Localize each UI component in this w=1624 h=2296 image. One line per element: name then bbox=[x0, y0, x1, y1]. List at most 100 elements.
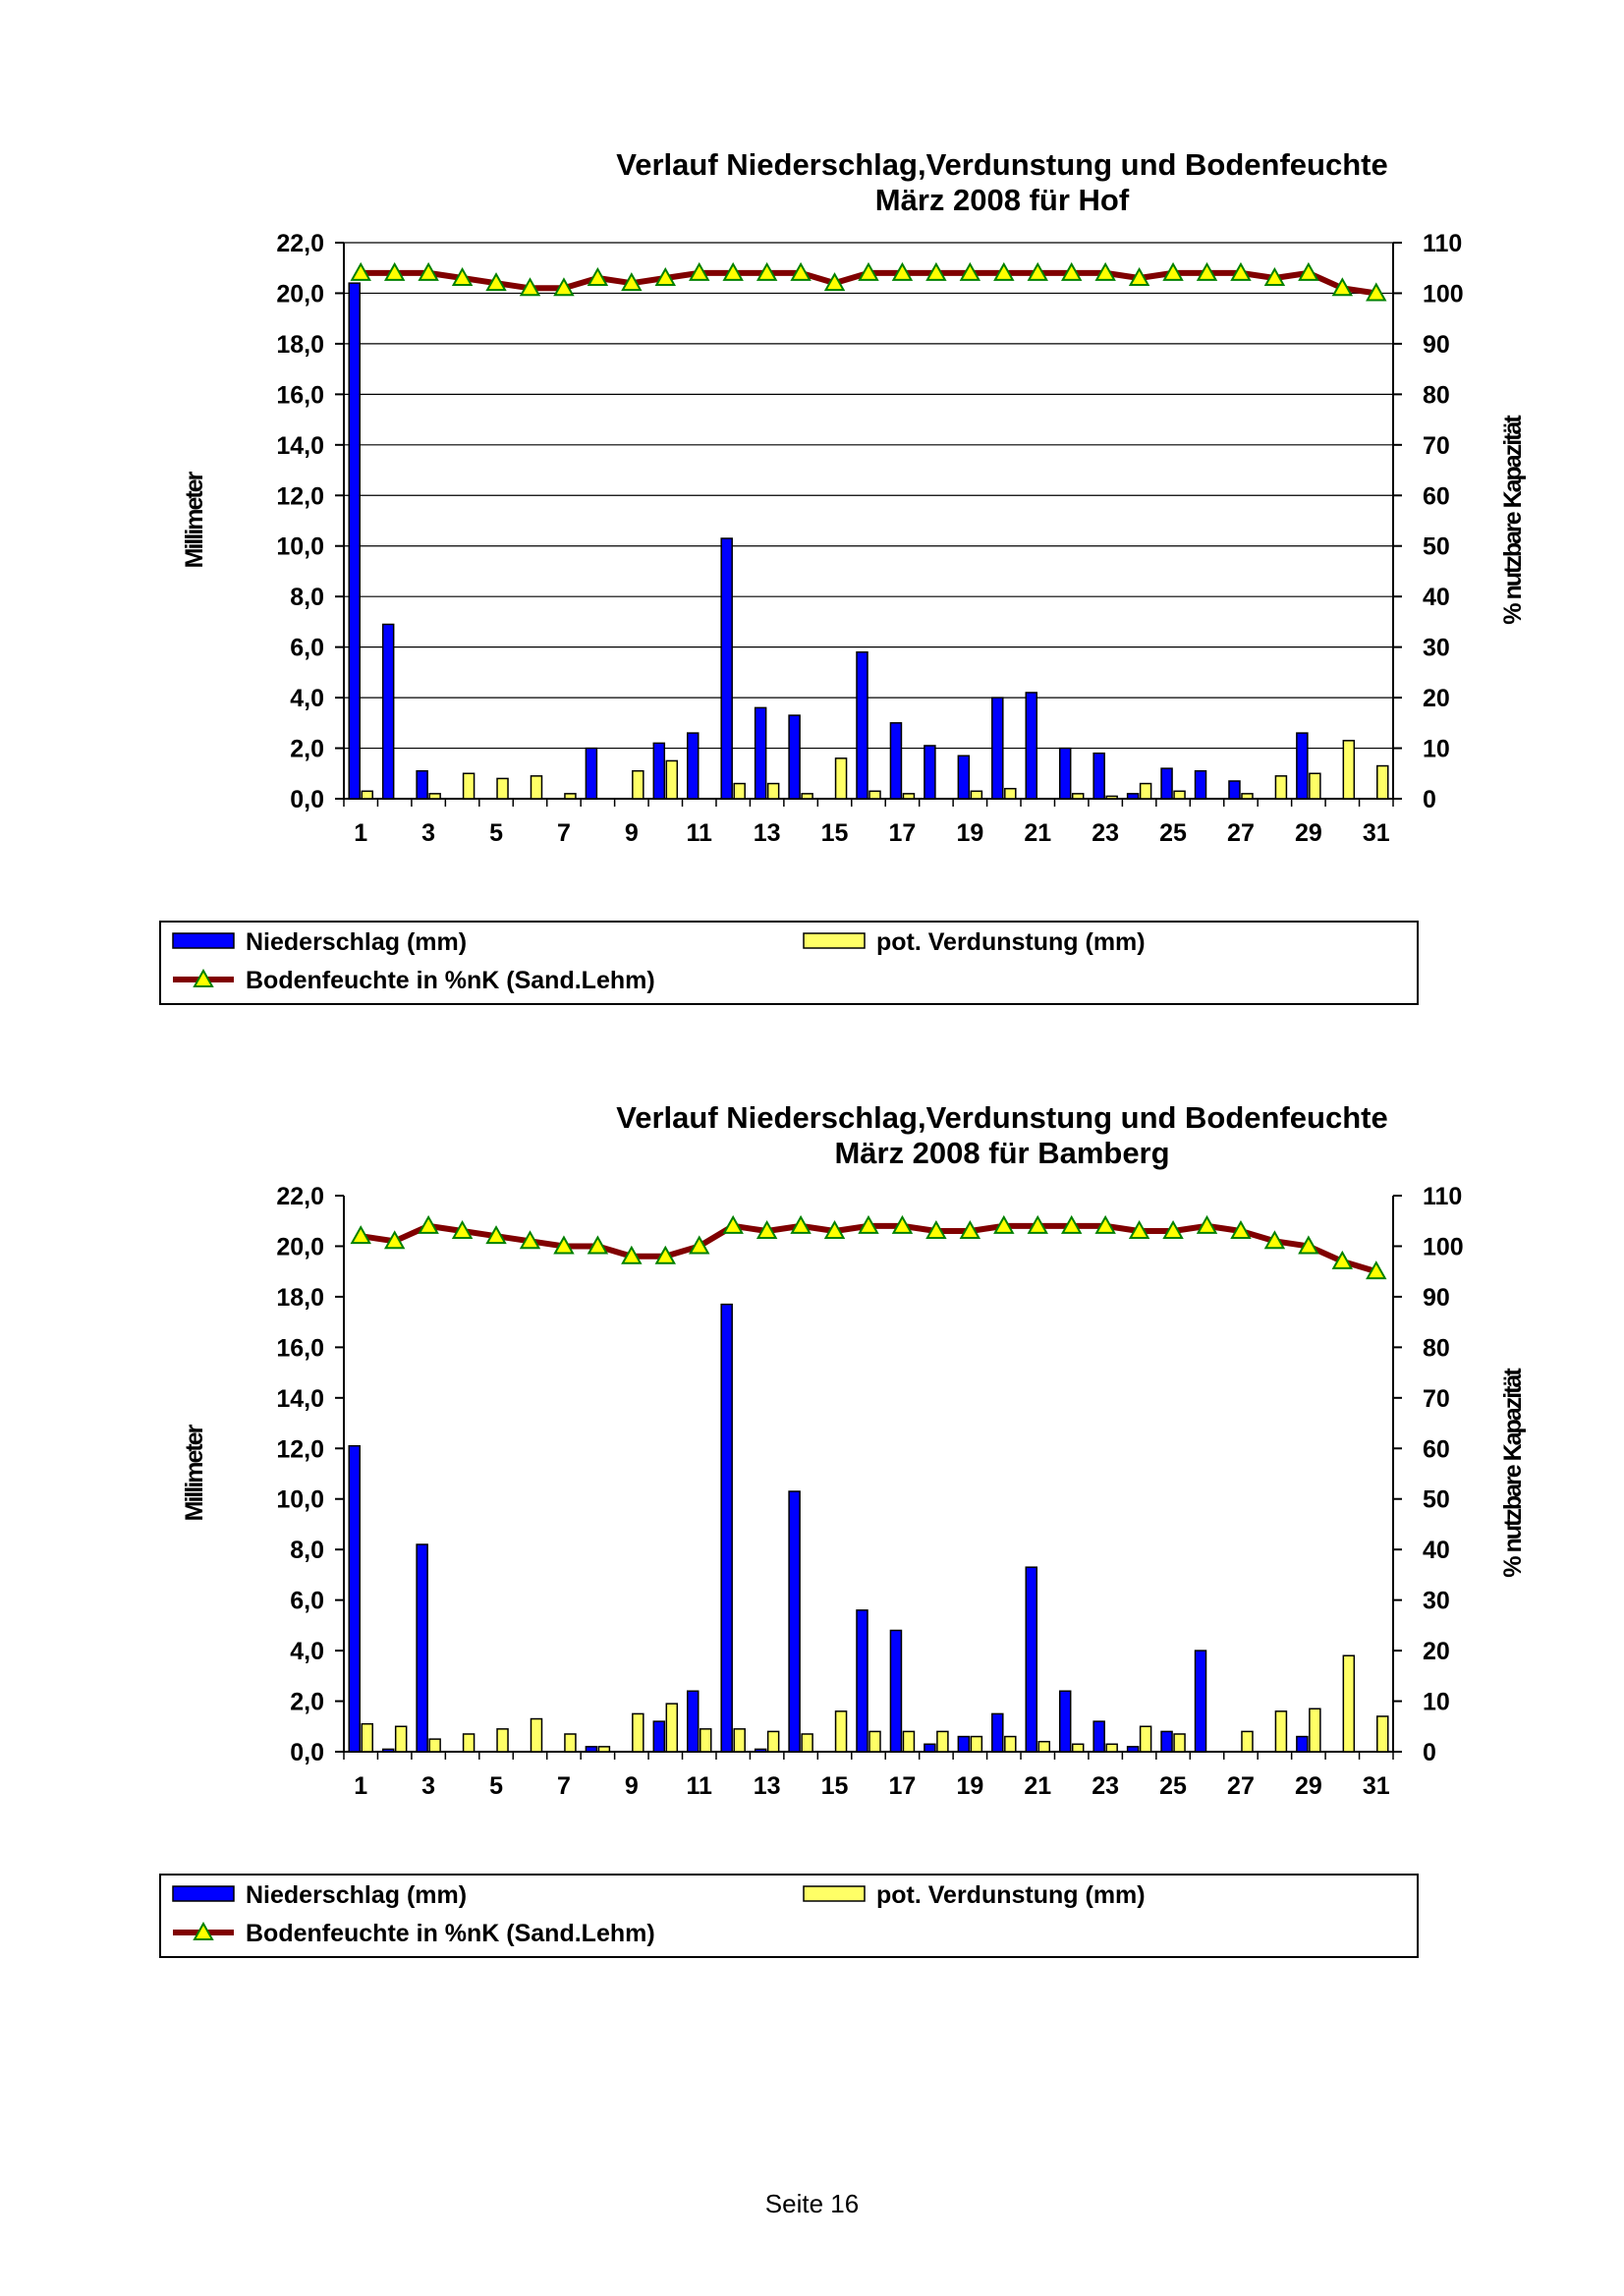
bar-niederschlag bbox=[889, 722, 903, 800]
bar-verdunstung bbox=[1071, 1743, 1085, 1753]
bar-niederschlag bbox=[754, 1748, 767, 1753]
point-bodenfeuchte bbox=[587, 266, 609, 287]
bar-niederschlag bbox=[1194, 1650, 1207, 1753]
y-right-tick-label: 50 bbox=[1423, 533, 1450, 561]
point-bodenfeuchte bbox=[1298, 261, 1319, 281]
y-tick-label: 8,0 bbox=[290, 584, 324, 611]
point-bodenfeuchte bbox=[722, 1214, 744, 1234]
legend-label-verdunstung: pot. Verdunstung (mm) bbox=[876, 928, 1146, 956]
point-bodenfeuchte bbox=[451, 266, 474, 287]
x-tick-label: 1 bbox=[354, 819, 367, 847]
bar-niederschlag bbox=[720, 1303, 733, 1753]
legend-box bbox=[159, 1874, 1419, 1958]
bar-niederschlag bbox=[1025, 1566, 1038, 1753]
point-bodenfeuchte bbox=[722, 261, 744, 281]
bar-verdunstung bbox=[699, 1728, 712, 1753]
point-bodenfeuchte bbox=[1162, 1219, 1184, 1240]
x-tick-label: 25 bbox=[1159, 819, 1187, 847]
bar-verdunstung bbox=[902, 1730, 916, 1753]
bar-niederschlag bbox=[381, 1748, 395, 1753]
y-axis-title: Millimeter bbox=[181, 1424, 208, 1521]
y-tick-label: 18,0 bbox=[276, 331, 324, 359]
bar-verdunstung bbox=[801, 1733, 813, 1753]
point-bodenfeuchte bbox=[689, 1235, 710, 1255]
bar-verdunstung bbox=[834, 1710, 848, 1753]
bar-verdunstung bbox=[462, 772, 476, 800]
point-bodenfeuchte bbox=[553, 277, 575, 297]
point-bodenfeuchte bbox=[1027, 1214, 1048, 1234]
y-right-tick-label: 90 bbox=[1423, 1284, 1450, 1312]
bar-niederschlag bbox=[1058, 747, 1072, 800]
x-tick-label: 19 bbox=[956, 1772, 983, 1800]
y-right-tick-label: 100 bbox=[1423, 1233, 1464, 1260]
point-bodenfeuchte bbox=[654, 1245, 677, 1264]
x-tick-label: 3 bbox=[421, 819, 435, 847]
bar-verdunstung bbox=[1342, 1654, 1356, 1753]
bar-verdunstung bbox=[564, 793, 577, 800]
x-tick-label: 1 bbox=[354, 1772, 367, 1800]
point-bodenfeuchte bbox=[1162, 261, 1184, 281]
point-bodenfeuchte bbox=[1263, 1230, 1286, 1250]
x-tick-label: 9 bbox=[625, 819, 639, 847]
bar-verdunstung bbox=[1004, 787, 1017, 800]
x-tick-label: 27 bbox=[1227, 819, 1255, 847]
bar-verdunstung bbox=[1342, 740, 1356, 800]
legend-swatch-niederschlag bbox=[172, 932, 235, 949]
y-tick-label: 0,0 bbox=[290, 1739, 324, 1766]
bar-verdunstung bbox=[834, 757, 848, 800]
x-tick-label: 23 bbox=[1092, 819, 1119, 847]
x-tick-label: 13 bbox=[754, 819, 781, 847]
point-bodenfeuchte bbox=[1230, 1219, 1252, 1240]
point-bodenfeuchte bbox=[418, 261, 439, 281]
x-tick-label: 9 bbox=[625, 1772, 639, 1800]
legend-label-bodenfeuchte: Bodenfeuchte in %nK (Sand.Lehm) bbox=[246, 967, 655, 994]
bar-verdunstung bbox=[766, 782, 780, 800]
bar-verdunstung bbox=[496, 777, 509, 800]
y-tick-label: 10,0 bbox=[276, 1486, 324, 1514]
bar-verdunstung bbox=[801, 793, 813, 800]
bar-niederschlag bbox=[652, 1720, 666, 1753]
point-bodenfeuchte bbox=[485, 1225, 507, 1245]
x-tick-label: 7 bbox=[557, 1772, 571, 1800]
page-footer: Seite 16 bbox=[764, 2189, 860, 2218]
point-bodenfeuchte bbox=[519, 277, 541, 297]
bar-niederschlag bbox=[991, 697, 1004, 800]
x-tick-label: 11 bbox=[687, 1772, 713, 1800]
bar-verdunstung bbox=[665, 759, 679, 800]
point-bodenfeuchte bbox=[1027, 261, 1048, 281]
point-bodenfeuchte bbox=[418, 1214, 439, 1234]
bar-verdunstung bbox=[1105, 1743, 1118, 1753]
bar-verdunstung bbox=[1173, 790, 1186, 800]
bar-niederschlag bbox=[1058, 1690, 1072, 1753]
bar-niederschlag bbox=[788, 714, 801, 800]
x-tick-label: 25 bbox=[1159, 1772, 1187, 1800]
bar-niederschlag bbox=[686, 732, 700, 800]
bar-verdunstung bbox=[1274, 1710, 1288, 1753]
bar-niederschlag bbox=[856, 651, 868, 800]
point-bodenfeuchte bbox=[1263, 266, 1286, 287]
point-bodenfeuchte bbox=[1060, 261, 1083, 281]
bar-niederschlag bbox=[957, 755, 971, 800]
x-tick-label: 15 bbox=[821, 1772, 849, 1800]
point-bodenfeuchte bbox=[1298, 1235, 1319, 1255]
point-bodenfeuchte bbox=[1094, 261, 1116, 281]
legend-swatch-verdunstung bbox=[803, 932, 866, 949]
bar-verdunstung bbox=[665, 1703, 679, 1753]
x-tick-label: 27 bbox=[1227, 1772, 1255, 1800]
bar-verdunstung bbox=[868, 1730, 881, 1753]
bar-niederschlag bbox=[686, 1690, 700, 1753]
bar-verdunstung bbox=[361, 1722, 373, 1753]
point-bodenfeuchte bbox=[519, 1230, 541, 1250]
bar-verdunstung bbox=[1037, 1740, 1051, 1753]
point-bodenfeuchte bbox=[689, 261, 710, 281]
point-bodenfeuchte bbox=[858, 261, 879, 281]
bar-niederschlag bbox=[1126, 1746, 1140, 1753]
y-tick-label: 2,0 bbox=[290, 1689, 324, 1716]
x-tick-label: 29 bbox=[1295, 819, 1322, 847]
legend-box bbox=[159, 921, 1419, 1005]
point-bodenfeuchte bbox=[823, 272, 846, 292]
bar-niederschlag bbox=[1126, 793, 1140, 800]
bar-niederschlag bbox=[1296, 732, 1309, 800]
y-right-tick-label: 40 bbox=[1423, 1537, 1450, 1564]
x-tick-label: 23 bbox=[1092, 1772, 1119, 1800]
